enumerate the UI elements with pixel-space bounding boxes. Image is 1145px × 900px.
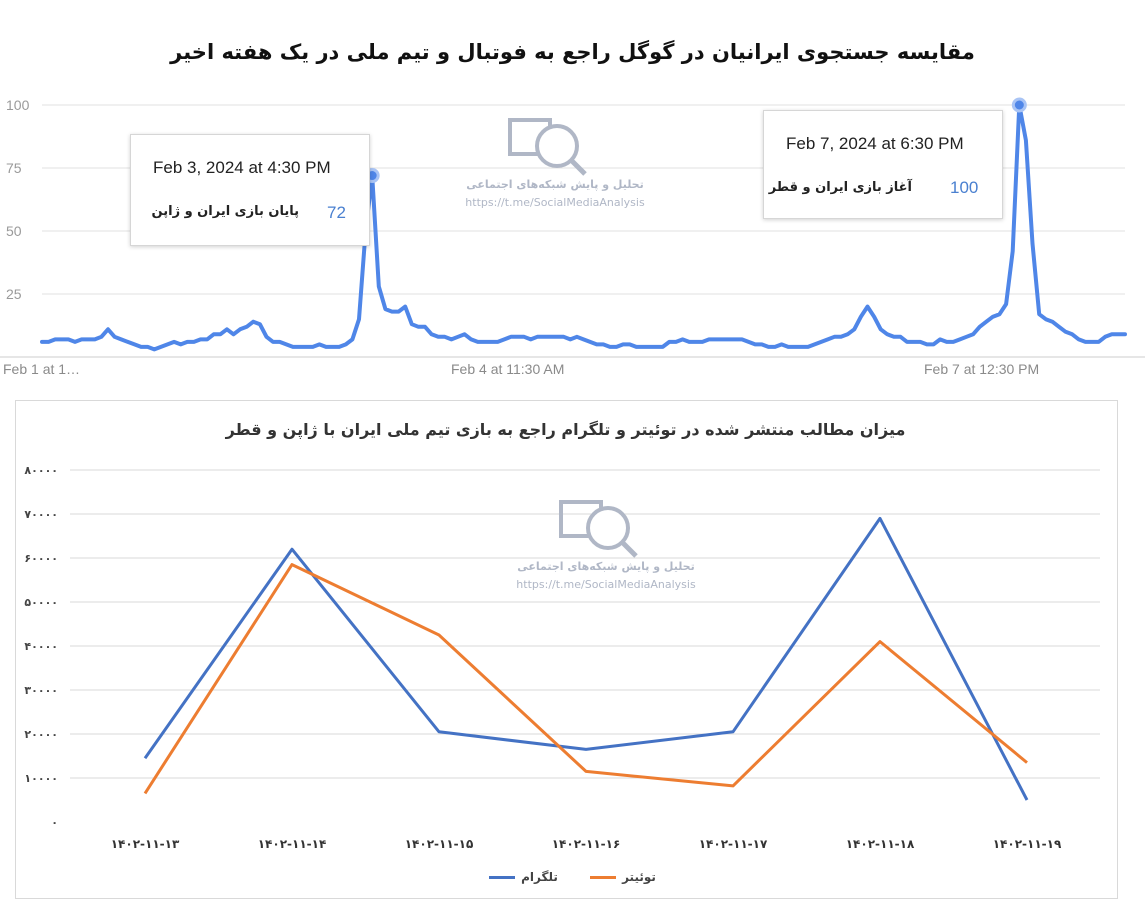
search-trend-chart: 100 75 50 25 Feb 1 at 1… Feb 4 at 11:30 AM Feb…: [0, 97, 1145, 377]
watermark-text: تحلیل و پایش شبکه‌های اجتماعی: [466, 178, 644, 191]
watermark: تحلیل و پایش شبکه‌های اجتماعی https://t.m…: [465, 118, 645, 209]
chart2-legend: تلگرام توئیتر: [0, 870, 1145, 884]
chart2-panel: [15, 400, 1118, 899]
watermark-url: https://t.me/SocialMediaAnalysis: [516, 578, 696, 591]
x-tick-label: Feb 1 at 1…: [3, 361, 80, 377]
y-tick-label: 25: [6, 286, 22, 302]
legend-label-twitter: توئیتر: [622, 870, 656, 884]
tooltip-value: 72: [327, 203, 346, 222]
x-tick-label: ۱۴۰۲-۱۱-۱۸: [846, 837, 915, 851]
legend-item-twitter: توئیتر: [590, 870, 656, 884]
watermark-url: https://t.me/SocialMediaAnalysis: [465, 196, 645, 209]
highlight-point: [1011, 97, 1027, 113]
x-tick-label: ۱۴۰۲-۱۱-۱۹: [993, 837, 1062, 851]
y-tick-label: ۲۰۰۰۰: [24, 728, 58, 741]
y-tick-label: ۸۰۰۰۰: [24, 464, 58, 477]
legend-item-telegram: تلگرام: [489, 870, 558, 884]
y-tick-label: ۵۰۰۰۰: [24, 596, 58, 609]
y-tick-label: ۱۰۰۰۰: [24, 772, 58, 785]
tooltip-japan-match: Feb 3, 2024 at 4:30 PM پایان بازی ایران …: [130, 134, 370, 246]
y-tick-label: 75: [6, 160, 22, 176]
chart1-title: مقایسه جستجوی ایرانیان در گوگل راجع به ف…: [170, 40, 975, 64]
magnifier-handle-icon: [569, 158, 587, 176]
legend-swatch-twitter: [590, 876, 617, 879]
magnifier-lens-icon: [535, 124, 579, 168]
legend-swatch-telegram: [489, 876, 516, 879]
x-tick-label: ۱۴۰۲-۱۱-۱۳: [111, 837, 180, 851]
tooltip-label: آغاز بازی ایران و قطر: [768, 180, 912, 195]
series-line-telegram: [143, 516, 1029, 801]
watermark-text: تحلیل و پایش شبکه‌های اجتماعی: [517, 560, 695, 573]
x-tick-label: ۱۴۰۲-۱۱-۱۵: [405, 837, 474, 851]
y-tick-label: ۶۰۰۰۰: [24, 552, 58, 565]
magnifier-lens-icon: [586, 506, 630, 550]
watermark: تحلیل و پایش شبکه‌های اجتماعی https://t.m…: [516, 500, 696, 591]
legend-label-telegram: تلگرام: [521, 870, 558, 884]
tooltip-label: پایان بازی ایران و ژاپن: [151, 204, 299, 219]
y-tick-label: ۴۰۰۰۰: [24, 640, 58, 653]
x-tick-label: ۱۴۰۲-۱۱-۱۶: [552, 837, 621, 851]
tooltip-date: Feb 3, 2024 at 4:30 PM: [153, 158, 331, 177]
y-tick-label: ۷۰۰۰۰: [24, 508, 58, 521]
y-tick-label: 100: [6, 97, 30, 113]
x-tick-label: Feb 7 at 12:30 PM: [924, 361, 1039, 377]
tooltip-qatar-match: Feb 7, 2024 at 6:30 PM آغاز بازی ایران و…: [763, 110, 1003, 219]
chart2-title: میزان مطالب منتشر شده در توئیتر و تلگرام…: [225, 420, 906, 439]
series-line: [40, 103, 1127, 352]
tooltip-value: 100: [950, 178, 979, 197]
tooltip-date: Feb 7, 2024 at 6:30 PM: [786, 134, 964, 153]
x-tick-label: Feb 4 at 11:30 AM: [451, 361, 564, 377]
x-tick-label: ۱۴۰۲-۱۱-۱۷: [699, 837, 768, 851]
magnifier-handle-icon: [620, 540, 638, 558]
y-tick-label: ۳۰۰۰۰: [24, 684, 58, 697]
y-tick-label: 50: [6, 223, 22, 239]
series-line-twitter: [143, 563, 1028, 795]
x-tick-label: ۱۴۰۲-۱۱-۱۴: [258, 837, 327, 851]
y-tick-label: ۰: [51, 816, 58, 829]
